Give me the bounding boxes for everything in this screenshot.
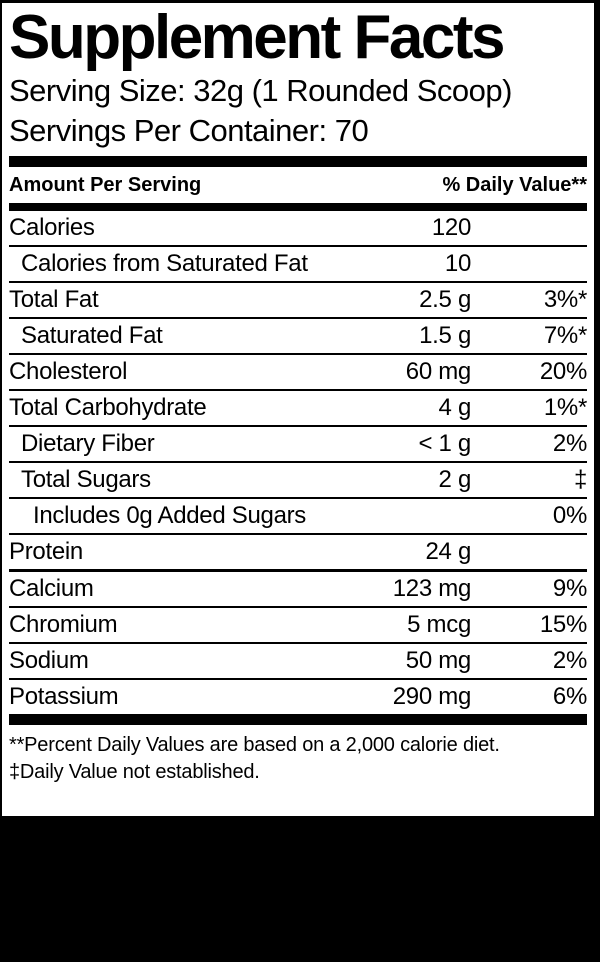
servings-per-container-text: Servings Per Container: 70 xyxy=(9,113,369,148)
nutrient-amount: 290 mg xyxy=(392,683,472,710)
table-row: Total Carbohydrate 4 g 1%* xyxy=(9,391,587,427)
table-row: Calories 120 xyxy=(9,211,587,247)
nutrient-name: Potassium xyxy=(9,683,119,710)
nutrient-daily-value: 7%* xyxy=(543,322,587,349)
daily-value-header: % Daily Value** xyxy=(442,174,587,196)
nutrient-name: Includes 0g Added Sugars xyxy=(33,502,307,529)
nutrient-amount: 24 g xyxy=(425,538,471,565)
divider-under-header xyxy=(9,203,587,211)
table-row: Saturated Fat 1.5 g 7%* xyxy=(9,319,587,355)
nutrient-amount: 123 mg xyxy=(392,575,472,602)
nutrient-amount: 2 g xyxy=(438,466,472,493)
nutrient-daily-value: 0% xyxy=(552,502,587,529)
label-title: Supplement Facts xyxy=(9,3,506,72)
nutrient-daily-value: 20% xyxy=(539,358,587,385)
nutrient-amount: 4 g xyxy=(438,394,472,421)
nutrient-amount: 2.5 g xyxy=(419,286,471,313)
nutrient-amount: 5 mcg xyxy=(407,611,471,638)
nutrient-amount: 10 xyxy=(444,250,471,277)
table-column-header: Amount Per Serving % Daily Value** xyxy=(9,167,587,203)
table-row: Calories from Saturated Fat 10 xyxy=(9,247,587,283)
nutrient-amount: < 1 g xyxy=(418,430,471,457)
nutrient-daily-value: 6% xyxy=(552,683,587,710)
nutrient-amount: 50 mg xyxy=(405,647,472,674)
table-row: Calcium 123 mg 9% xyxy=(9,572,587,608)
supplement-facts-label: Supplement Facts Serving Size: 32g (1 Ro… xyxy=(2,3,594,816)
nutrient-name: Calories from Saturated Fat xyxy=(21,250,308,277)
footnote-dv-not-established: ‡Daily Value not established. xyxy=(9,760,260,783)
table-row: Total Sugars 2 g ‡ xyxy=(9,463,587,499)
serving-size-text: Serving Size: 32g (1 Rounded Scoop) xyxy=(9,73,512,108)
nutrient-amount: 1.5 g xyxy=(419,322,471,349)
nutrient-name: Total Sugars xyxy=(21,466,151,493)
footnote-daily-values: **Percent Daily Values are based on a 2,… xyxy=(9,734,500,756)
nutrient-name: Total Carbohydrate xyxy=(9,394,207,421)
divider-thick-bottom xyxy=(9,714,587,725)
nutrient-name: Protein xyxy=(9,538,83,565)
nutrient-name: Total Fat xyxy=(9,286,99,313)
nutrient-amount: 60 mg xyxy=(405,358,472,385)
nutrient-daily-value: ‡ xyxy=(573,466,587,493)
nutrient-daily-value: 15% xyxy=(539,611,587,638)
nutrient-name: Calories xyxy=(9,214,95,241)
nutrient-name: Saturated Fat xyxy=(21,322,163,349)
table-row: Total Fat 2.5 g 3%* xyxy=(9,283,587,319)
table-row: Potassium 290 mg 6% xyxy=(9,680,587,714)
table-row: Dietary Fiber < 1 g 2% xyxy=(9,427,587,463)
nutrient-name: Calcium xyxy=(9,575,94,602)
nutrient-daily-value: 9% xyxy=(552,575,587,602)
table-row: Chromium 5 mcg 15% xyxy=(9,608,587,644)
nutrient-name: Chromium xyxy=(9,611,118,638)
amount-per-serving-header: Amount Per Serving xyxy=(9,174,202,196)
table-row: Protein 24 g xyxy=(9,535,587,572)
nutrient-name: Dietary Fiber xyxy=(21,430,155,457)
table-row: Includes 0g Added Sugars 0% xyxy=(9,499,587,535)
nutrient-daily-value: 2% xyxy=(552,430,587,457)
nutrient-daily-value: 1%* xyxy=(543,394,587,421)
table-row: Cholesterol 60 mg 20% xyxy=(9,355,587,391)
footnotes: **Percent Daily Values are based on a 2,… xyxy=(9,725,587,785)
nutrient-name: Cholesterol xyxy=(9,358,128,385)
table-row: Sodium 50 mg 2% xyxy=(9,644,587,680)
nutrient-name: Sodium xyxy=(9,647,89,674)
nutrient-table: Calories 120 Calories from Saturated Fat 10… xyxy=(9,211,587,714)
nutrient-daily-value: 3%* xyxy=(543,286,587,313)
divider-thick-top xyxy=(9,156,587,167)
nutrient-daily-value: 2% xyxy=(552,647,587,674)
nutrient-amount: 120 xyxy=(431,214,471,241)
